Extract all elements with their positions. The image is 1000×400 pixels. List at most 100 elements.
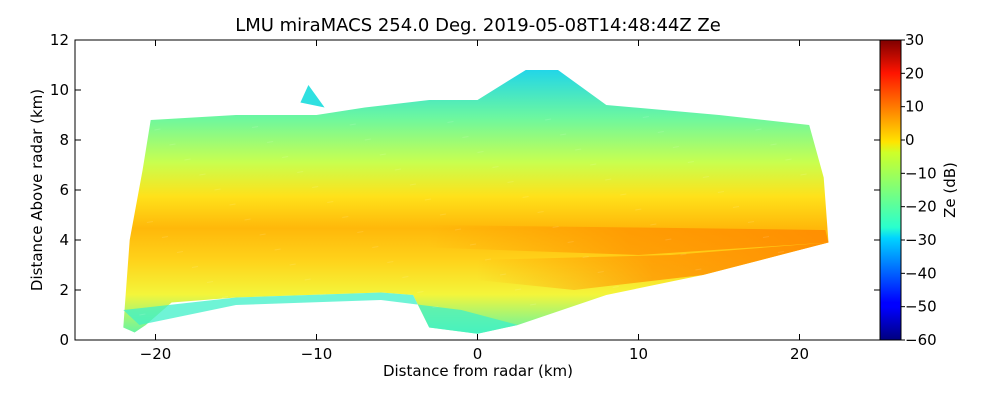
x-tick-label: −10 [301, 345, 333, 363]
x-tick-label: 20 [790, 345, 809, 363]
field-texture [169, 143, 176, 146]
field-texture [710, 283, 717, 286]
colorbar-tick-label: 20 [905, 64, 924, 82]
y-tick-label: 6 [59, 181, 69, 199]
field-texture [191, 266, 199, 268]
field-texture [259, 233, 266, 236]
field-texture [139, 313, 146, 316]
field-texture [304, 278, 311, 281]
field-texture [514, 288, 522, 291]
y-tick-label: 12 [50, 31, 69, 49]
field-texture [387, 261, 394, 263]
field-texture [552, 226, 559, 228]
field-texture [229, 203, 236, 206]
field-texture [447, 121, 454, 123]
colorbar-tick-label: −10 [905, 164, 937, 182]
field-texture [342, 216, 349, 218]
field-texture [282, 156, 289, 158]
field-texture [244, 218, 251, 221]
field-texture [312, 186, 319, 188]
colorbar-tick-label: −50 [905, 298, 937, 316]
y-tick-label: 4 [59, 231, 69, 249]
field-texture [492, 166, 499, 168]
field-texture [289, 263, 296, 266]
field-texture [612, 286, 619, 288]
field-texture [184, 158, 191, 161]
field-texture [657, 131, 664, 133]
field-texture [567, 241, 574, 243]
field-texture [590, 163, 597, 166]
field-texture [740, 313, 747, 316]
y-tick-label: 2 [59, 281, 69, 299]
x-axis: −20 −10 0 10 20 [140, 40, 809, 363]
field-texture [379, 153, 386, 156]
field-texture [770, 143, 777, 146]
field-texture [357, 231, 364, 233]
field-texture [484, 258, 492, 261]
field-texture [221, 296, 229, 298]
field-texture [702, 176, 709, 178]
field-texture [154, 128, 161, 131]
field-texture [605, 178, 612, 181]
field-texture [545, 118, 552, 121]
field-texture [462, 136, 469, 138]
field-core-upper [429, 225, 829, 255]
field-texture [785, 158, 792, 161]
field-texture [695, 268, 702, 271]
colorbar-tick-label: −40 [905, 264, 937, 282]
y-tick-label: 0 [59, 331, 69, 349]
y-tick-label: 10 [50, 81, 69, 99]
field-texture [665, 238, 672, 241]
field-turret [300, 85, 325, 108]
field-texture [762, 236, 770, 238]
field-texture [747, 221, 755, 223]
field-texture [597, 271, 604, 273]
field-texture [214, 188, 221, 191]
field-texture [364, 138, 371, 141]
field-texture [372, 246, 379, 248]
field-texture [627, 301, 634, 303]
field-texture [409, 183, 416, 186]
field-texture [297, 171, 304, 173]
field-texture [642, 116, 649, 118]
field-texture [620, 193, 627, 196]
colorbar-tick-label: 30 [905, 31, 924, 49]
field-texture [394, 168, 401, 171]
x-axis-label: Distance from radar (km) [383, 362, 573, 380]
field-texture [274, 248, 281, 251]
field-core-lower [477, 242, 829, 290]
field-texture [206, 281, 214, 283]
field-texture [417, 291, 424, 293]
colorbar-tick-label: 10 [905, 98, 924, 116]
field-texture [252, 126, 259, 128]
colorbar-tick-label: −60 [905, 331, 937, 349]
field-texture [792, 266, 800, 268]
field-texture [507, 181, 514, 183]
chart-title: LMU miraMACS 254.0 Deg. 2019-05-08T14:48… [235, 15, 721, 36]
colorbar-axis: 30 20 10 0 −10 −20 −30 −40 −50 −60 [901, 31, 937, 349]
field-texture [454, 228, 462, 231]
field-texture [530, 303, 537, 306]
field-texture [402, 276, 409, 278]
field-texture [439, 213, 447, 216]
field-texture [267, 141, 274, 143]
field-texture [755, 128, 762, 131]
field-texture [522, 196, 529, 198]
colorbar-label: Ze (dB) [941, 162, 959, 218]
field-texture [161, 236, 169, 238]
field-texture [499, 273, 507, 276]
field-texture [717, 191, 725, 193]
field-texture [650, 223, 657, 226]
field-base [123, 292, 518, 334]
field-texture [582, 256, 589, 258]
field-texture [432, 306, 439, 308]
colorbar-tick-label: 0 [905, 131, 915, 149]
field-texture [146, 221, 153, 223]
field-texture [236, 311, 244, 313]
field-texture [635, 208, 642, 211]
y-axis-label: Distance Above radar (km) [28, 89, 46, 291]
field-texture [732, 206, 740, 208]
field-texture [477, 151, 484, 153]
colorbar-tick-label: −30 [905, 231, 937, 249]
